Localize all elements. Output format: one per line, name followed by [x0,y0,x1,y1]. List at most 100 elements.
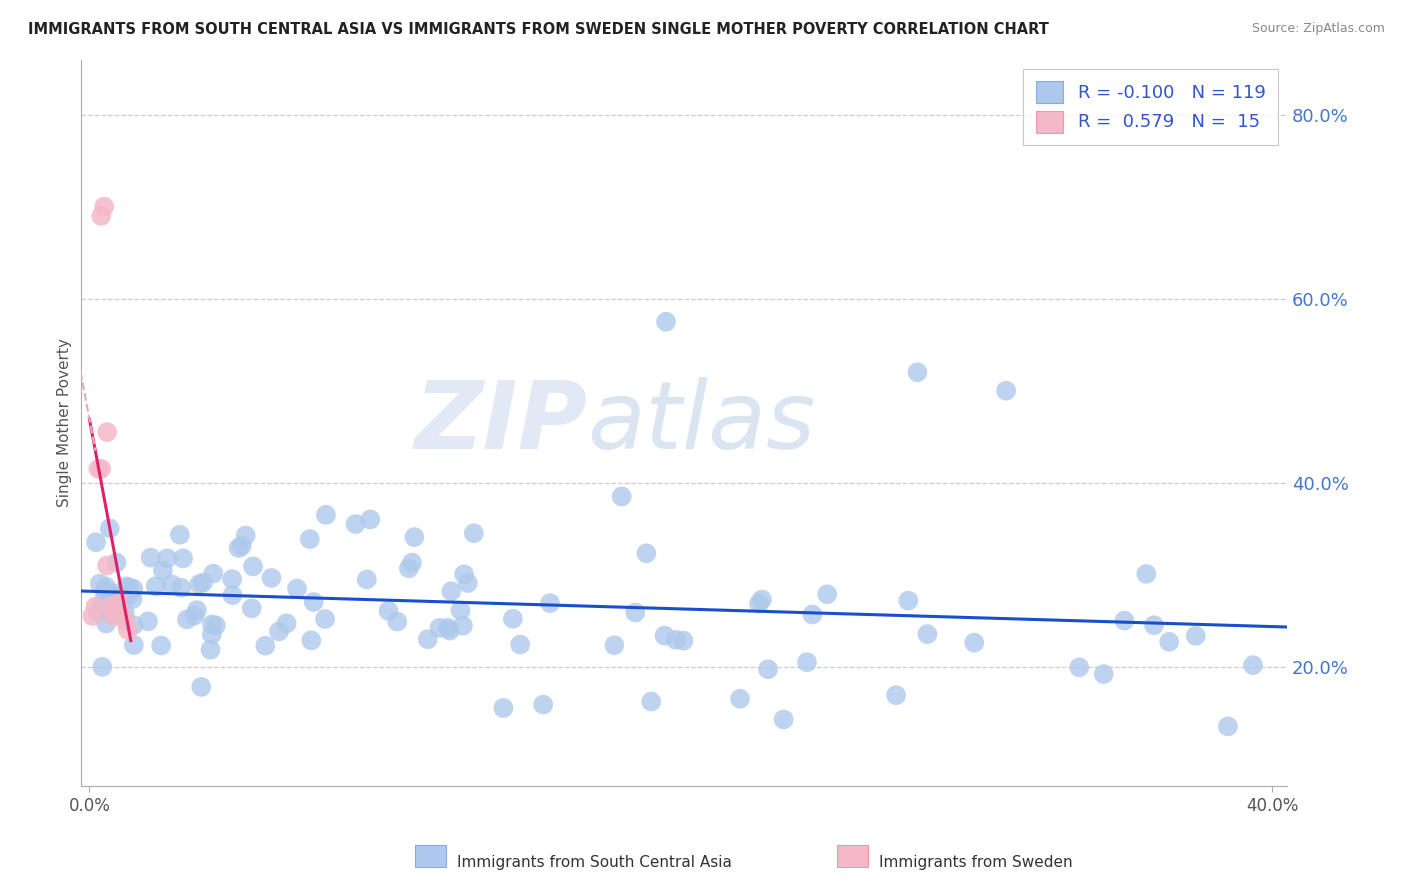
Point [1114,614,1136,628]
Point [815,587,838,601]
Point [453,567,475,582]
Point [398,561,420,575]
Point [200,642,222,657]
Legend: R = -0.100   N = 119, R =  0.579   N =  15: R = -0.100 N = 119, R = 0.579 N = 15 [1024,69,1278,145]
Point [1069,660,1091,674]
Point [1159,634,1181,648]
Point [254,639,277,653]
Point [98,599,121,614]
Point [221,588,243,602]
Point [531,698,554,712]
Point [93,200,115,214]
Point [150,639,173,653]
Point [122,582,145,596]
Point [285,582,308,596]
Point [242,559,264,574]
Point [98,521,121,535]
Point [897,593,920,607]
Point [90,599,112,613]
Text: IMMIGRANTS FROM SOUTH CENTRAL ASIA VS IMMIGRANTS FROM SWEDEN SINGLE MOTHER POVER: IMMIGRANTS FROM SOUTH CENTRAL ASIA VS IM… [28,22,1049,37]
Point [86,605,108,619]
Point [96,425,118,439]
Point [235,528,257,542]
Point [1135,566,1157,581]
Point [492,701,515,715]
Point [314,612,336,626]
Point [416,632,439,647]
Point [111,592,134,607]
Point [205,618,228,632]
Point [94,588,117,602]
Point [624,606,647,620]
Point [610,490,633,504]
Point [404,530,426,544]
Point [82,609,104,624]
Point [437,621,460,635]
Point [728,691,751,706]
Point [1184,629,1206,643]
Point [108,595,131,609]
Point [122,638,145,652]
Point [995,384,1018,398]
Point [117,588,139,602]
Point [183,608,205,623]
Point [94,616,117,631]
Point [221,572,243,586]
Point [96,580,118,594]
Point [451,618,474,632]
Point [298,532,321,546]
Point [228,541,250,555]
Point [917,627,939,641]
Point [538,596,561,610]
Point [100,587,122,601]
Point [94,583,117,598]
Point [101,593,124,607]
Point [267,624,290,639]
Point [84,599,107,614]
Point [202,566,225,581]
Point [170,581,193,595]
Point [101,587,124,601]
Point [907,365,929,379]
Point [90,462,112,476]
Point [117,623,139,637]
Point [118,581,141,595]
Point [377,604,399,618]
Point [188,577,211,591]
Point [104,603,127,617]
Point [98,606,121,620]
Point [190,680,212,694]
Point [963,635,986,649]
Point [191,575,214,590]
Point [302,595,325,609]
Point [439,624,461,638]
Point [136,615,159,629]
Point [463,526,485,541]
Point [751,592,773,607]
Point [756,662,779,676]
Point [201,617,224,632]
Point [111,609,134,624]
Point [344,516,367,531]
Point [356,573,378,587]
Point [121,592,143,607]
Text: Immigrants from Sweden: Immigrants from Sweden [879,855,1073,870]
Point [401,556,423,570]
Point [1143,618,1166,632]
Point [139,550,162,565]
Point [665,632,688,647]
Text: ZIP: ZIP [415,377,588,469]
Y-axis label: Single Mother Poverty: Single Mother Poverty [58,338,72,508]
Point [429,621,451,635]
Point [502,612,524,626]
Point [603,638,626,652]
Point [260,571,283,585]
Point [387,615,409,629]
Point [108,590,131,604]
Text: Source: ZipAtlas.com: Source: ZipAtlas.com [1251,22,1385,36]
Point [122,618,145,632]
Point [299,633,322,648]
Point [1092,667,1115,681]
Point [231,539,253,553]
Point [796,655,818,669]
